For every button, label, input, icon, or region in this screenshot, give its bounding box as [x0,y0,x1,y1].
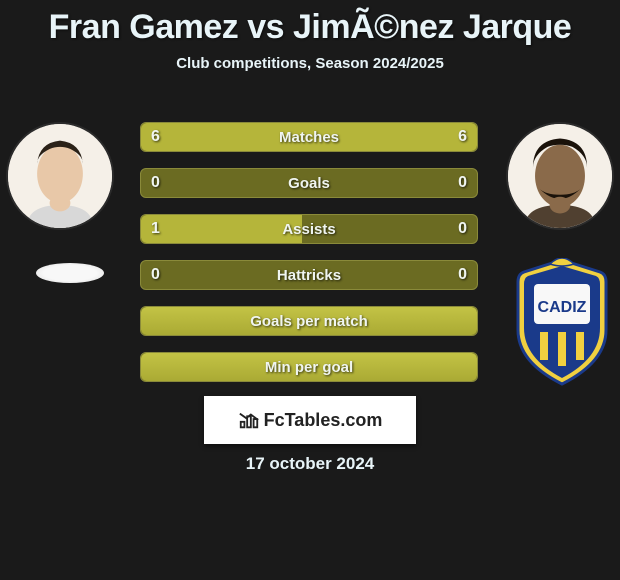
team-right-badge: CADIZ [510,258,614,388]
chart-icon [238,409,260,431]
bar-label: Goals [288,175,330,192]
bar-label: Assists [282,221,335,238]
stat-bar-min-per-goal: Min per goal [140,352,478,382]
bar-value-left: 6 [151,128,160,146]
stat-bar-assists: 1 0 Assists [140,214,478,244]
avatar-left-icon [8,124,112,228]
bar-value-right: 6 [458,128,467,146]
stat-bars: 6 6 Matches 0 0 Goals 1 0 Assists 0 0 Hattricks Goal… [140,122,478,398]
vs-text: vs [247,8,284,46]
bar-label: Hattricks [277,267,341,284]
player-left-avatar [8,124,112,228]
bar-value-left: 0 [151,266,160,284]
bar-value-right: 0 [458,220,467,238]
page-title: Fran Gamez vs JimÃ©nez Jarque [0,0,620,47]
shield-text: CADIZ [538,299,587,316]
player-right-avatar [508,124,612,228]
logo-text: FcTables.com [264,410,383,431]
stat-bar-goals: 0 0 Goals [140,168,478,198]
shield-icon: CADIZ [510,258,614,388]
avatar-right-icon [508,124,612,228]
logo-box: FcTables.com [204,396,416,444]
bar-label: Min per goal [265,359,353,376]
stat-bar-goals-per-match: Goals per match [140,306,478,336]
player-right-name: JimÃ©nez Jarque [293,8,571,46]
site-logo: FcTables.com [238,409,383,431]
date-text: 17 october 2024 [0,454,620,474]
bar-value-left: 1 [151,220,160,238]
bar-label: Goals per match [250,313,368,330]
team-left-badge [36,263,104,283]
bar-value-right: 0 [458,174,467,192]
bar-fill-left [141,215,302,243]
bar-label: Matches [279,129,339,146]
stat-bar-hattricks: 0 0 Hattricks [140,260,478,290]
bar-value-left: 0 [151,174,160,192]
stat-bar-matches: 6 6 Matches [140,122,478,152]
bar-value-right: 0 [458,266,467,284]
player-left-name: Fran Gamez [49,8,239,46]
subtitle: Club competitions, Season 2024/2025 [0,55,620,72]
